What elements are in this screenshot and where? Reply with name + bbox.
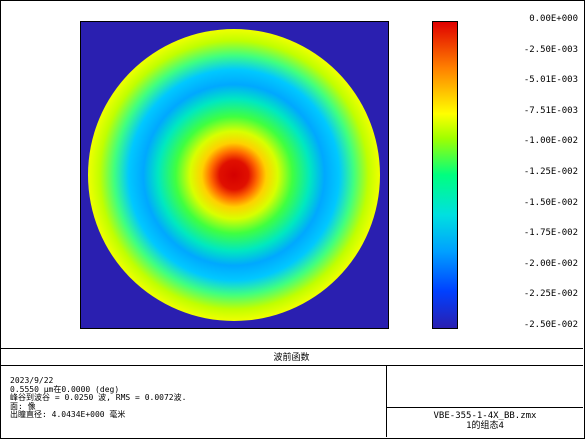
colorbar-label: -7.51E-003 [523,106,578,116]
plot-title: 波前函数 [0,348,583,366]
wavefront-pupil [88,29,380,321]
file-config: 1的组态4 [466,421,504,431]
file-name: VBE-355-1-4X_BB.zmx [433,411,537,421]
info-panel: 2023/9/22 0.5550 µm在0.0000 (deg) 峰谷到波谷 =… [0,365,387,437]
plot-area: 0.00E+000 -2.50E-003 -5.01E-003 -7.51E-0… [80,14,578,330]
colorbar-label: -1.25E-002 [523,167,578,177]
colorbar [432,21,458,329]
colorbar-label: -1.50E-002 [523,198,578,208]
colorbar-label: -1.00E-002 [523,136,578,146]
info-wavelength: 0.5550 µm在0.0000 (deg) [10,384,120,394]
info-exit-pupil: 出瞳直径: 4.0434E+000 毫米 [10,410,126,419]
colorbar-label: 0.00E+000 [529,14,578,24]
wavefront-image [88,29,380,321]
colorbar-label: -2.25E-002 [523,289,578,299]
wavefront-map [80,21,389,329]
info-date: 2023/9/22 [10,376,54,385]
colorbar-label: -2.50E-002 [523,320,578,330]
file-panel: VBE-355-1-4X_BB.zmx 1的组态4 [387,365,583,437]
colorbar-label: -2.00E-002 [523,259,578,269]
file-divider [387,407,583,408]
info-pv-rms: 峰谷到波谷 = 0.0250 波, RMS = 0.0072波. [10,393,187,402]
info-surface: 面: 像 [10,401,36,411]
colorbar-label: -5.01E-003 [523,75,578,85]
colorbar-label: -2.50E-003 [523,45,578,55]
colorbar-label: -1.75E-002 [523,228,578,238]
